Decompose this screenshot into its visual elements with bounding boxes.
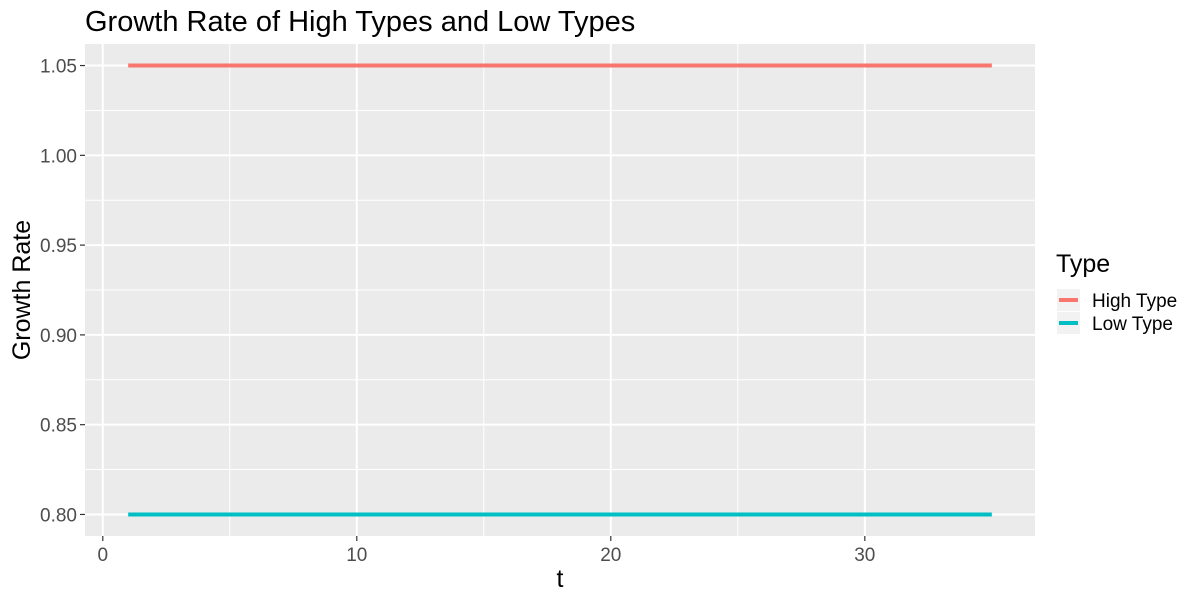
legend-label-high-type: High Type: [1092, 291, 1177, 312]
y-tick-label: 0.90: [40, 326, 77, 347]
series-lines: [128, 63, 992, 517]
legend-title: Type: [1056, 250, 1110, 278]
y-axis-title: Growth Rate: [8, 220, 36, 360]
x-tick-label: 10: [346, 545, 367, 566]
x-tick-label: 20: [600, 545, 621, 566]
y-tick-label: 0.85: [40, 416, 77, 437]
y-tick-label: 0.80: [40, 505, 77, 526]
x-axis-title: t: [557, 565, 564, 593]
legend-label-low-type: Low Type: [1092, 314, 1173, 335]
y-tick-label: 0.95: [40, 236, 77, 257]
chart-title: Growth Rate of High Types and Low Types: [85, 6, 635, 38]
x-tick-label: 30: [854, 545, 875, 566]
y-axis: 0.80 0.85 0.90 0.95 1.00 1.05: [40, 57, 85, 526]
x-tick-label: 0: [97, 545, 108, 566]
x-axis: 0 10 20 30: [97, 536, 875, 566]
y-tick-label: 1.00: [40, 146, 77, 167]
grid-minor: [85, 44, 1035, 536]
y-tick-label: 1.05: [40, 57, 77, 78]
